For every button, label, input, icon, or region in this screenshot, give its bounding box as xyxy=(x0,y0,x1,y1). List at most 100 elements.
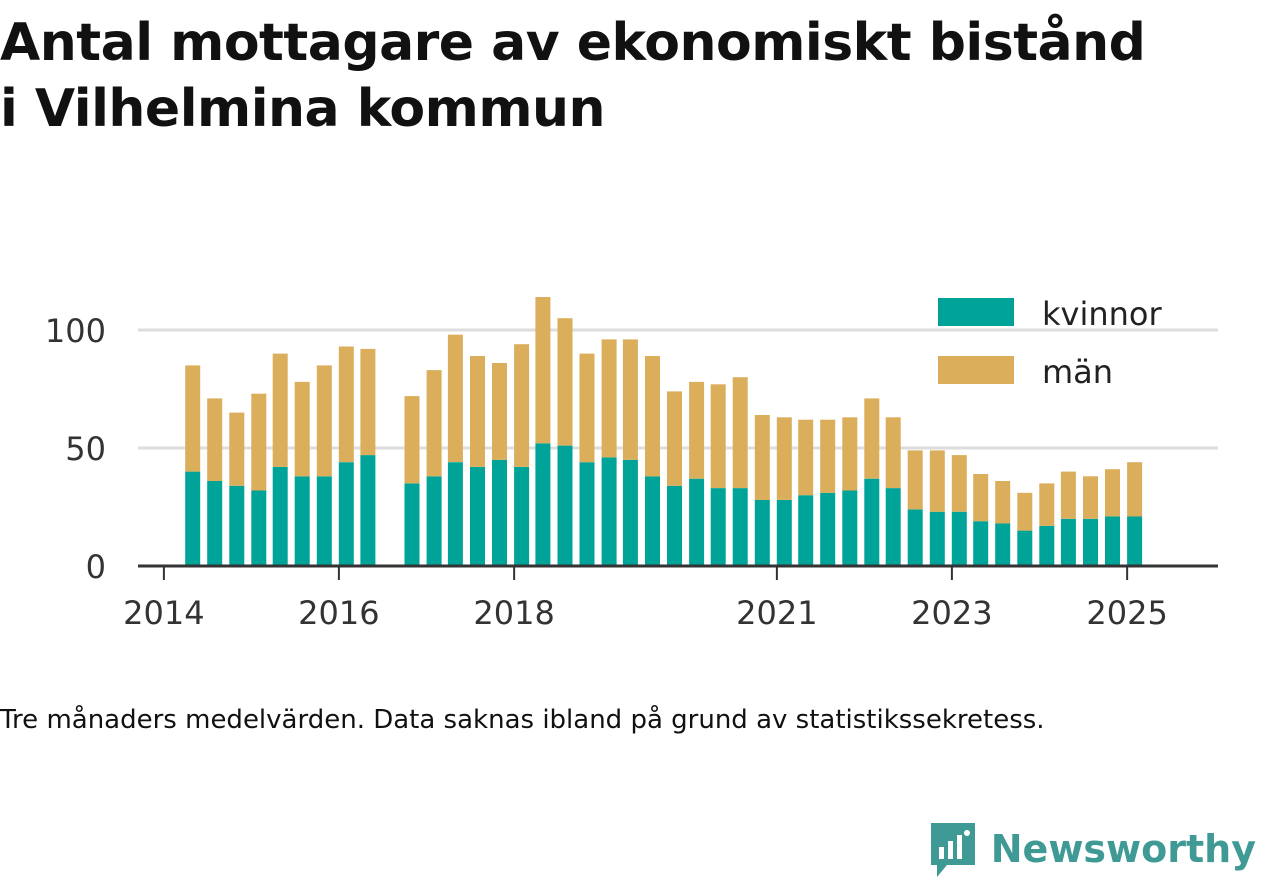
bar-kvinnor xyxy=(645,476,660,566)
bar-man xyxy=(514,344,530,467)
bar-man xyxy=(1127,462,1143,517)
bar-kvinnor xyxy=(689,478,705,566)
bar-man xyxy=(754,415,770,500)
bar-man xyxy=(579,353,595,463)
bar-man xyxy=(470,356,485,467)
bar-kvinnor xyxy=(1127,516,1143,566)
bar-man xyxy=(776,417,792,500)
chart-title: Antal mottagare av ekonomiskt bistånd i … xyxy=(0,10,1262,142)
bar-kvinnor xyxy=(229,485,245,566)
bar-man xyxy=(995,481,1011,524)
bar-kvinnor xyxy=(601,457,617,566)
bar-kvinnor xyxy=(710,488,726,566)
bar-man xyxy=(622,339,638,460)
bar-kvinnor xyxy=(185,471,201,566)
bar-kvinnor xyxy=(557,445,573,566)
bar-man xyxy=(929,450,945,512)
bar-kvinnor xyxy=(579,462,595,566)
bar-man xyxy=(842,417,858,491)
legend-swatch-man xyxy=(938,356,1014,384)
bar-man xyxy=(404,396,420,484)
footnote: Tre månaders medelvärden. Data saknas ib… xyxy=(0,705,1045,735)
bar-kvinnor xyxy=(535,443,551,566)
bar-kvinnor xyxy=(754,499,770,566)
bar-kvinnor xyxy=(251,490,267,566)
bar-man xyxy=(492,363,507,460)
bar-man xyxy=(426,370,442,477)
bar-man xyxy=(973,474,989,522)
bar-man xyxy=(251,393,267,491)
bar-man xyxy=(338,346,354,463)
y-tick-label: 0 xyxy=(86,548,106,586)
bar-kvinnor xyxy=(426,476,442,566)
bar-kvinnor xyxy=(294,476,310,566)
bar-man xyxy=(1105,469,1120,517)
bar-man xyxy=(185,365,201,472)
bar-man xyxy=(1039,483,1055,526)
bar-chart: 2014 2016 2018 2021 2023 2025 0 50 100 kvinnor … xyxy=(45,295,1218,632)
x-tick-label: 2014 xyxy=(123,594,204,632)
bar-man xyxy=(820,419,836,493)
bar-man xyxy=(798,419,814,496)
legend-label-kvinnor: kvinnor xyxy=(1042,295,1163,333)
bar-man xyxy=(207,398,223,481)
bar-man xyxy=(710,384,726,489)
bar-kvinnor xyxy=(885,488,901,566)
bar-kvinnor xyxy=(1017,530,1033,566)
bar-man xyxy=(535,297,551,444)
bar-man xyxy=(272,353,288,467)
bar-man xyxy=(1017,492,1033,531)
x-tick-label: 2018 xyxy=(473,594,554,632)
bar-kvinnor xyxy=(732,488,748,566)
bar-kvinnor xyxy=(667,485,682,566)
chart-title-line-1: Antal mottagare av ekonomiskt bistånd xyxy=(0,13,1146,73)
y-tick-label: 100 xyxy=(45,312,106,350)
bar-kvinnor xyxy=(951,511,967,566)
bar-man xyxy=(732,377,748,489)
bar-kvinnor xyxy=(1083,518,1098,566)
brand-name: Newsworthy xyxy=(990,827,1256,871)
bar-man xyxy=(885,417,901,489)
x-axis: 2014 2016 2018 2021 2023 2025 xyxy=(123,564,1218,632)
bar-man xyxy=(864,398,880,479)
bar-kvinnor xyxy=(973,521,989,566)
bar-kvinnor xyxy=(404,483,420,566)
y-axis: 0 50 100 xyxy=(45,312,106,586)
bar-man xyxy=(294,381,310,477)
x-tick-label: 2025 xyxy=(1086,594,1167,632)
bar-man xyxy=(229,412,245,486)
bar-kvinnor xyxy=(842,490,858,566)
legend-label-man: män xyxy=(1042,353,1113,391)
bar-kvinnor xyxy=(1039,525,1055,566)
bar-kvinnor xyxy=(798,495,814,566)
bar-kvinnor xyxy=(1060,518,1076,566)
bar-man xyxy=(447,334,463,463)
bar-kvinnor xyxy=(929,511,945,566)
bar-kvinnor xyxy=(338,462,354,566)
bar-man xyxy=(667,391,682,486)
bar-man xyxy=(645,356,660,477)
bar-man xyxy=(316,365,332,477)
bar-kvinnor xyxy=(995,523,1011,566)
newsworthy-logo-icon xyxy=(930,823,975,877)
x-tick-label: 2021 xyxy=(736,594,817,632)
x-tick-label: 2016 xyxy=(298,594,379,632)
bars xyxy=(185,297,1143,566)
bar-kvinnor xyxy=(864,478,880,566)
bar-kvinnor xyxy=(316,476,332,566)
bar-kvinnor xyxy=(447,462,463,566)
chart-title-line-2: i Vilhelmina kommun xyxy=(0,79,606,139)
bar-man xyxy=(951,455,967,512)
y-tick-label: 50 xyxy=(65,430,106,468)
bar-man xyxy=(1083,476,1098,519)
bar-man xyxy=(601,339,617,458)
x-tick-label: 2023 xyxy=(911,594,992,632)
bar-kvinnor xyxy=(492,459,507,566)
legend-swatch-kvinnor xyxy=(938,298,1014,326)
bar-kvinnor xyxy=(470,466,485,566)
bar-kvinnor xyxy=(776,499,792,566)
bar-kvinnor xyxy=(514,466,530,566)
bar-man xyxy=(689,381,705,479)
bar-kvinnor xyxy=(622,459,638,566)
bar-man xyxy=(1060,471,1076,519)
